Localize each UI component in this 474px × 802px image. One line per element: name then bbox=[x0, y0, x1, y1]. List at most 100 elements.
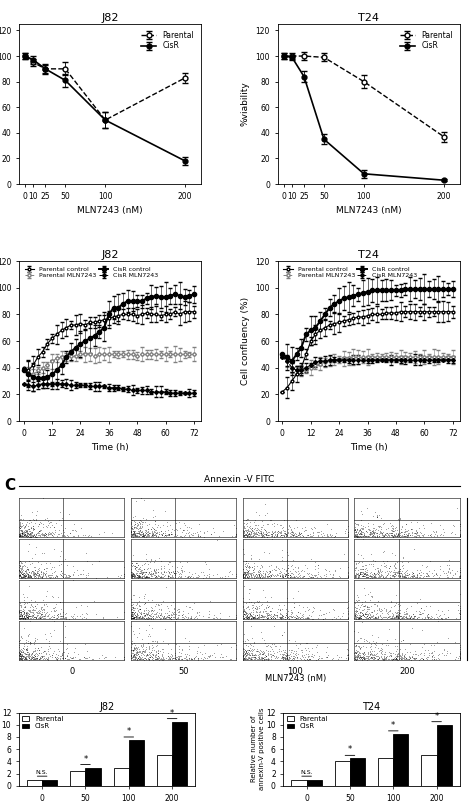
Point bbox=[34, 526, 42, 539]
Point bbox=[254, 596, 261, 609]
Point bbox=[291, 648, 299, 661]
Point bbox=[130, 649, 138, 662]
Point bbox=[187, 653, 195, 666]
Point bbox=[245, 600, 252, 613]
Point bbox=[274, 561, 282, 574]
Point bbox=[182, 527, 190, 540]
Point bbox=[401, 650, 408, 663]
Point bbox=[289, 568, 296, 581]
Point bbox=[356, 565, 364, 578]
Point bbox=[20, 610, 27, 622]
Point bbox=[137, 528, 144, 541]
Point bbox=[34, 651, 41, 664]
Point bbox=[130, 519, 137, 532]
Point bbox=[21, 565, 28, 577]
Point bbox=[301, 650, 309, 663]
Point bbox=[50, 602, 57, 614]
Point bbox=[378, 529, 386, 541]
Point bbox=[18, 609, 26, 622]
Point bbox=[44, 653, 51, 666]
Point bbox=[56, 596, 64, 609]
Point bbox=[23, 563, 31, 576]
Point bbox=[351, 610, 358, 622]
Point bbox=[402, 570, 410, 583]
Point bbox=[389, 530, 396, 543]
Point bbox=[254, 645, 261, 658]
Point bbox=[205, 608, 213, 621]
Point bbox=[353, 593, 360, 606]
Point bbox=[247, 620, 255, 633]
Point bbox=[136, 602, 143, 615]
Point bbox=[19, 603, 27, 616]
Point bbox=[360, 649, 367, 662]
Point bbox=[160, 565, 168, 577]
Point bbox=[360, 610, 368, 622]
Point bbox=[404, 607, 411, 620]
Point bbox=[454, 599, 461, 612]
Point bbox=[456, 612, 464, 625]
Point bbox=[45, 640, 53, 653]
Point bbox=[400, 650, 408, 662]
Point bbox=[19, 650, 27, 663]
Point bbox=[22, 525, 30, 538]
Point bbox=[315, 529, 322, 541]
Point bbox=[310, 525, 317, 538]
Point bbox=[24, 607, 31, 620]
Point bbox=[310, 571, 317, 584]
Point bbox=[243, 518, 250, 531]
Point bbox=[147, 553, 155, 565]
Point bbox=[241, 570, 249, 583]
Point bbox=[307, 610, 314, 622]
Point bbox=[434, 649, 442, 662]
Text: 7-AAD: 7-AAD bbox=[472, 565, 474, 593]
Point bbox=[424, 643, 431, 656]
Point bbox=[22, 610, 29, 623]
Point bbox=[277, 612, 284, 625]
Point bbox=[57, 603, 65, 616]
Point bbox=[69, 573, 77, 586]
Point bbox=[154, 649, 162, 662]
Point bbox=[52, 653, 60, 666]
Point bbox=[451, 636, 459, 649]
Point bbox=[247, 569, 255, 581]
Point bbox=[26, 653, 33, 666]
Point bbox=[287, 650, 294, 662]
Point bbox=[29, 610, 37, 622]
Point bbox=[391, 560, 399, 573]
Point bbox=[264, 600, 272, 613]
Point bbox=[246, 530, 253, 543]
Point bbox=[64, 638, 71, 650]
Point bbox=[411, 527, 419, 540]
Point bbox=[394, 650, 401, 663]
Point bbox=[169, 611, 177, 624]
Point bbox=[413, 570, 421, 583]
Point bbox=[393, 609, 401, 622]
Point bbox=[25, 650, 32, 663]
Point bbox=[27, 638, 34, 650]
Point bbox=[32, 600, 39, 613]
Point bbox=[128, 644, 136, 657]
Point bbox=[131, 649, 138, 662]
Point bbox=[393, 529, 401, 541]
Point bbox=[56, 650, 64, 662]
Point bbox=[61, 611, 68, 624]
Point bbox=[392, 611, 400, 624]
Point bbox=[413, 611, 421, 624]
Point bbox=[270, 638, 278, 650]
Point bbox=[150, 555, 158, 568]
Point bbox=[136, 569, 143, 581]
Point bbox=[245, 644, 253, 657]
Point bbox=[160, 571, 167, 584]
Point bbox=[248, 602, 256, 614]
Point bbox=[181, 651, 188, 664]
Point bbox=[364, 602, 372, 615]
Point bbox=[284, 559, 292, 572]
Point bbox=[128, 649, 135, 662]
Point bbox=[25, 570, 32, 583]
Point bbox=[360, 527, 368, 540]
Point bbox=[134, 571, 142, 584]
Point bbox=[381, 650, 388, 663]
Point bbox=[66, 570, 74, 583]
Point bbox=[25, 568, 32, 581]
Point bbox=[135, 653, 142, 666]
